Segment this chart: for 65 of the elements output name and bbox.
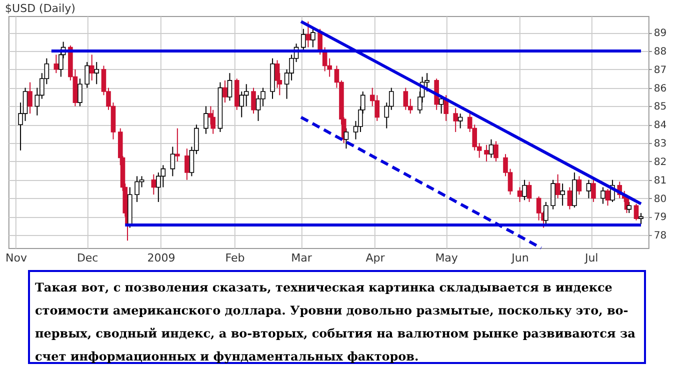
candlestick xyxy=(204,106,208,134)
candlestick xyxy=(301,28,306,52)
candlestick xyxy=(600,186,606,204)
candlestick xyxy=(522,179,527,201)
x-tick-label: 2009 xyxy=(147,252,176,264)
y-tick-label: 87 xyxy=(654,64,667,76)
candlestick xyxy=(54,54,59,74)
candlestick xyxy=(89,54,94,81)
candlestick xyxy=(484,144,489,162)
y-tick-label: 85 xyxy=(654,102,667,113)
y-tick-label: 83 xyxy=(654,138,667,150)
candlestick xyxy=(175,128,180,162)
candlestick xyxy=(567,186,572,210)
candlestick xyxy=(210,109,216,134)
x-tick-label: May xyxy=(435,252,458,264)
x-tick-label: Apr xyxy=(366,252,386,264)
candlestick xyxy=(184,148,190,180)
candlestick xyxy=(251,87,256,114)
candlestick xyxy=(638,212,644,225)
candlestick xyxy=(170,146,176,177)
text: Такая вот, с позволения сказать, техническая картинка складывается в индексе стоимости американского доллара. Уровни довольно размытые, поскольку это, во-первых, сводный индекс, а во-вторых, события на валютном рынке развиваются за счет информационных и фундаментальных факторов. xyxy=(35,280,636,364)
x-tick-label: Jun xyxy=(510,252,529,264)
candlestick xyxy=(555,174,560,199)
candlestick xyxy=(536,196,542,221)
candlestick xyxy=(586,179,592,199)
y-tick-label: 84 xyxy=(654,120,667,132)
candlestick xyxy=(78,78,82,107)
candlestick xyxy=(306,21,311,48)
y-tick-label: 82 xyxy=(654,156,667,168)
x-tick-label: Nov xyxy=(6,252,28,264)
candlestick xyxy=(28,82,32,114)
candlestick xyxy=(488,138,494,158)
y-tick-label: 88 xyxy=(654,46,667,58)
candlestick xyxy=(438,94,444,114)
candlestick xyxy=(591,179,596,202)
candlestick xyxy=(576,176,582,196)
x-tick-label: Dec xyxy=(76,252,98,264)
x-tick-label: Mar xyxy=(291,252,312,264)
y-tick-label: 81 xyxy=(654,175,667,186)
candlestick xyxy=(544,201,548,225)
y-tick-label: 79 xyxy=(654,212,667,224)
candlestick xyxy=(517,186,522,202)
candlestick xyxy=(626,201,632,214)
candlestick xyxy=(458,113,463,129)
y-tick-label: 89 xyxy=(654,28,667,40)
chart-title: $USD (Daily) xyxy=(5,2,76,15)
candlestick xyxy=(453,108,458,132)
x-tick-label: Jul xyxy=(584,252,598,264)
candlestick xyxy=(222,80,228,104)
candlestick xyxy=(550,179,556,210)
y-tick-label: 86 xyxy=(654,83,667,94)
candlestick xyxy=(94,62,99,85)
candlestick xyxy=(344,128,349,150)
candlestick xyxy=(494,140,498,162)
candlestick xyxy=(151,174,156,196)
candlestick xyxy=(227,72,232,102)
candlestick xyxy=(526,181,532,202)
candlestick xyxy=(310,28,316,48)
candlestick xyxy=(634,203,639,221)
y-tick-label: 78 xyxy=(654,230,667,242)
y-tick-label: 80 xyxy=(654,194,667,205)
candlestick xyxy=(560,183,565,206)
x-tick-label: Feb xyxy=(225,252,245,264)
candlestick xyxy=(84,62,90,88)
candlestick xyxy=(605,188,610,206)
